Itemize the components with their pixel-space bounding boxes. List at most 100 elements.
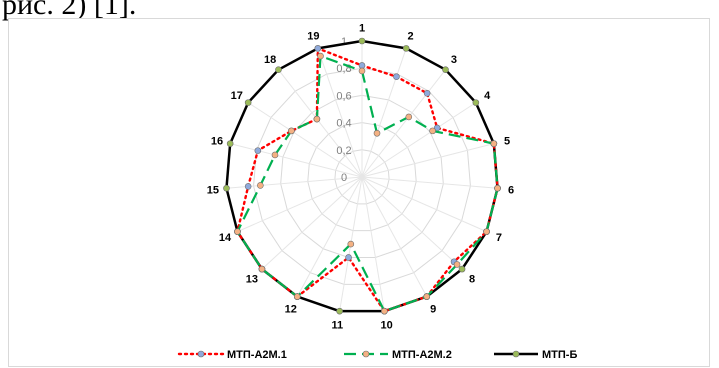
data-point [483,228,490,235]
grid-ring [253,67,471,285]
grid-spoke [361,48,407,178]
category-label: 18 [264,54,276,66]
radial-tick-label: 0,6 [336,90,351,102]
data-point [244,183,252,190]
category-label: 13 [246,273,258,285]
data-point [393,73,400,80]
radar-grid [225,40,499,312]
category-label: 4 [484,90,491,102]
data-point [472,99,480,106]
data-point [226,140,234,147]
radial-tick-label: 0,4 [336,118,351,130]
radial-tick-label: 0,8 [336,63,351,75]
data-point [254,147,262,154]
data-point [313,115,321,123]
category-label: 9 [430,304,436,316]
data-point [293,293,301,300]
category-label: 14 [219,232,232,244]
series-line [236,47,499,313]
category-label: 7 [496,232,502,244]
legend-item: МТП-А2М.1 [177,349,287,361]
data-point [458,265,466,273]
data-point [423,89,431,97]
category-label: 11 [332,320,344,332]
grid-ring [280,94,444,258]
page-caption-fragment: рис. 2) [1]. [2,0,137,21]
data-point [288,127,295,135]
data-point [244,99,252,106]
category-label: 16 [211,135,223,147]
legend-marker [362,350,370,358]
grid-spoke [361,176,463,270]
data-point [358,37,366,45]
data-point [442,66,449,73]
data-point [381,307,388,315]
data-point [453,261,461,268]
legend-marker [197,350,205,358]
grid-spoke [361,176,428,297]
legend-item: МТП-А2М.2 [344,349,452,361]
category-label: 15 [207,184,219,196]
radial-tick-label: 1 [341,36,347,48]
series-line [236,54,499,313]
category-label: 5 [504,135,510,147]
grid-spoke [261,176,363,270]
radar-chart: 00,20,40,60,81 1234567891011121314151617… [177,22,577,361]
category-label: 6 [508,184,514,196]
data-point [257,182,264,189]
grid-spoke [361,143,494,178]
category-label: 17 [231,90,243,102]
category-label: 12 [285,304,297,316]
grid-spoke [361,102,477,178]
data-point [405,113,413,121]
data-point [373,129,381,137]
data-point [258,265,266,273]
grid-spoke [237,176,363,233]
grid-ring [334,149,390,205]
data-point [345,254,352,261]
series-2 [234,52,501,315]
grid-ring [307,122,417,232]
data-point [336,307,343,315]
data-point [314,45,322,52]
series-layer [223,37,501,315]
radial-tick-label: 0 [341,172,347,184]
data-point [490,140,498,147]
grid-spoke [361,176,385,312]
grid-spoke [230,143,363,178]
data-point [234,228,241,235]
data-point [275,66,282,73]
data-point [347,240,355,248]
data-point [358,62,366,69]
legend-label: МТП-Б [542,349,577,361]
legend-marker [512,350,520,358]
data-point [429,127,436,135]
category-label: 10 [380,320,392,332]
grid-spoke [361,176,498,189]
grid-spoke [247,102,363,178]
category-label: 3 [451,54,457,66]
data-point [402,45,410,52]
legend: МТП-А2М.1 МТП-А2М.2 МТП-Б [177,349,577,361]
data-point [423,293,431,300]
category-label: 1 [359,22,365,34]
category-label: 8 [469,273,475,285]
radial-axis-labels: 0 0,2 0,4 0,6 0,8 1 [336,36,351,184]
grid-spoke [361,176,487,233]
series-line [225,39,499,313]
data-point [317,52,324,60]
category-label: 19 [307,31,319,43]
chart-area: 0 0,2 0,4 0,6 0,8 1 1 2 3 4 5 6 7 8 9 10 11 12 13 14 15 16 17… [8,18,710,367]
grid-spoke [278,69,363,178]
grid-spoke [361,69,446,178]
data-point [494,184,501,192]
legend-item: МТП-Б [494,349,577,361]
data-point [358,67,366,75]
data-point [271,151,279,159]
data-point [223,184,230,192]
radial-tick-label: 0,2 [336,145,351,157]
grid-spoke [317,48,363,178]
legend-label: МТП-А2М.2 [392,349,452,361]
category-label: 2 [408,31,414,43]
